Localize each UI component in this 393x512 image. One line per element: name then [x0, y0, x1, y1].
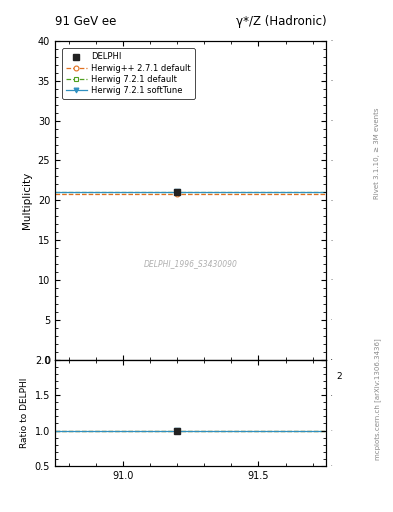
Text: DELPHI_1996_S3430090: DELPHI_1996_S3430090: [144, 260, 237, 269]
Y-axis label: Multiplicity: Multiplicity: [22, 172, 32, 229]
Text: 2: 2: [336, 372, 342, 381]
Legend: DELPHI, Herwig++ 2.7.1 default, Herwig 7.2.1 default, Herwig 7.2.1 softTune: DELPHI, Herwig++ 2.7.1 default, Herwig 7…: [62, 48, 195, 99]
Y-axis label: Ratio to DELPHI: Ratio to DELPHI: [20, 378, 29, 448]
Text: Rivet 3.1.10, ≥ 3M events: Rivet 3.1.10, ≥ 3M events: [374, 108, 380, 199]
Text: mcplots.cern.ch [arXiv:1306.3436]: mcplots.cern.ch [arXiv:1306.3436]: [374, 338, 381, 460]
Text: 91 GeV ee: 91 GeV ee: [55, 15, 116, 28]
Text: γ*/Z (Hadronic): γ*/Z (Hadronic): [235, 15, 326, 28]
